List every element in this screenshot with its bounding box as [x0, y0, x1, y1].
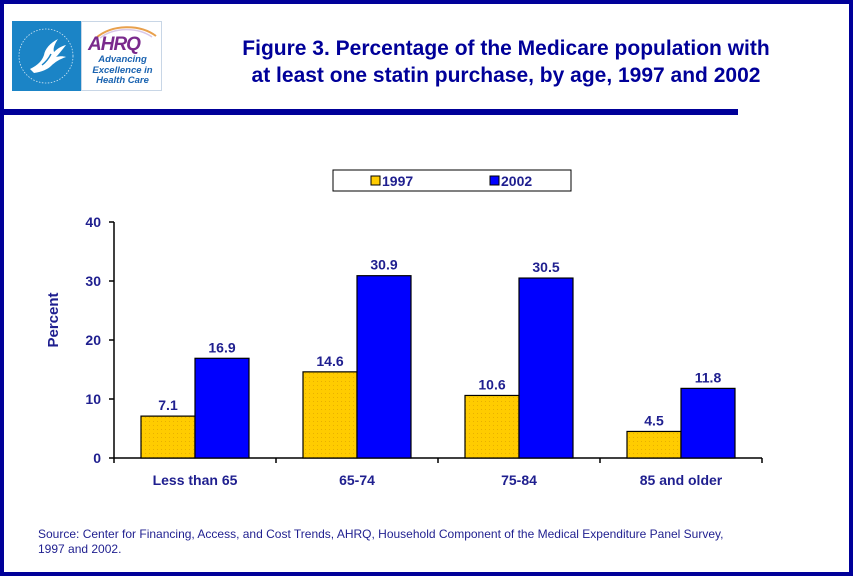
ahrq-tagline-line: Excellence in [92, 64, 153, 76]
chart-title: Figure 3. Percentage of the Medicare pop… [200, 35, 812, 89]
agency-logo: AHRQ Advancing Excellence in Health Care [12, 21, 162, 91]
legend-label-1997: 1997 [382, 173, 413, 189]
y-tick-label: 10 [85, 391, 101, 407]
bar-1997 [464, 394, 520, 459]
y-tick-label: 20 [85, 332, 101, 348]
value-label-1997: 7.1 [158, 397, 178, 413]
bar-2002 [518, 277, 574, 459]
category-label: Less than 65 [153, 472, 238, 488]
source-line: Source: Center for Financing, Access, an… [38, 527, 724, 541]
bar-1997 [302, 371, 358, 459]
value-label-2002: 30.5 [532, 259, 559, 275]
bars [140, 275, 736, 459]
ahrq-tagline: Advancing Excellence in Health Care [84, 54, 161, 87]
header-divider [0, 109, 738, 115]
y-tick-label: 0 [93, 450, 101, 466]
value-label-1997: 10.6 [478, 376, 505, 392]
ahrq-tagline-line: Advancing [98, 54, 147, 65]
bar-2002 [194, 357, 250, 459]
legend-box [332, 169, 572, 192]
legend: 1997 2002 [332, 169, 572, 192]
ahrq-logo: AHRQ Advancing Excellence in Health Care [81, 21, 162, 91]
legend-swatch-1997 [370, 175, 381, 186]
value-label-1997: 14.6 [316, 353, 343, 369]
y-tick-label: 30 [85, 273, 101, 289]
source-line: 1997 and 2002. [38, 542, 122, 556]
category-label: 65-74 [339, 472, 375, 488]
hhs-eagle-seal-icon [12, 21, 81, 91]
bar-1997 [626, 430, 682, 459]
category-label: 75-84 [501, 472, 537, 488]
y-tick-label: 40 [85, 214, 101, 230]
chart-title-line: at least one statin purchase, by age, 19… [251, 64, 761, 87]
bar-2002 [356, 275, 412, 459]
source-note: Source: Center for Financing, Access, an… [38, 527, 828, 557]
ahrq-wordmark: AHRQ [88, 34, 141, 55]
category-label: 85 and older [640, 472, 723, 488]
labels: 7.1 16.9 Less than 65 14.6 30.9 65-74 10.6 30.5… [153, 257, 723, 488]
y-axis-label: Percent [45, 292, 62, 347]
value-label-2002: 16.9 [208, 339, 235, 355]
legend-label-2002: 2002 [501, 173, 532, 189]
ahrq-tagline-line: Health Care [96, 75, 149, 86]
legend-swatch-2002 [489, 175, 500, 186]
chart-title-line: Figure 3. Percentage of the Medicare pop… [242, 37, 770, 60]
value-label-1997: 4.5 [644, 412, 664, 428]
value-label-2002: 11.8 [695, 369, 722, 385]
bar-2002 [680, 387, 736, 459]
value-label-2002: 30.9 [370, 257, 397, 273]
bar-1997 [140, 415, 196, 459]
